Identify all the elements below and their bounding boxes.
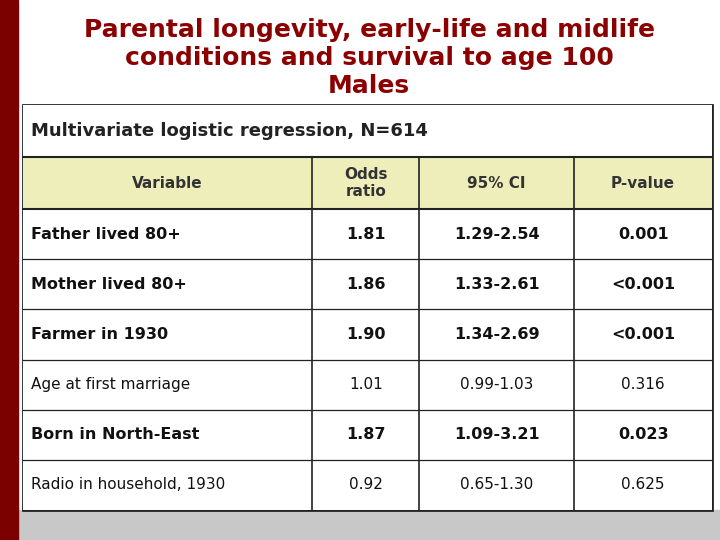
Text: P-value: P-value [611, 176, 675, 191]
Text: 1.81: 1.81 [346, 227, 385, 241]
Bar [23, 209, 712, 259]
Text: 0.023: 0.023 [618, 427, 668, 442]
Text: 0.625: 0.625 [621, 477, 665, 492]
Bar [23, 157, 712, 209]
Bar [0, 510, 720, 540]
Bar [23, 105, 712, 157]
Text: Males: Males [328, 74, 410, 98]
Text: Variable: Variable [132, 176, 203, 191]
Text: 1.87: 1.87 [346, 427, 385, 442]
Text: conditions and survival to age 100: conditions and survival to age 100 [125, 46, 613, 70]
Text: <0.001: <0.001 [611, 327, 675, 342]
Text: 0.99-1.03: 0.99-1.03 [460, 377, 534, 392]
Text: 0.001: 0.001 [618, 227, 668, 241]
Text: 0.92: 0.92 [348, 477, 383, 492]
Text: 1.29-2.54: 1.29-2.54 [454, 227, 539, 241]
Text: <0.001: <0.001 [611, 276, 675, 292]
Text: Father lived 80+: Father lived 80+ [31, 227, 181, 241]
Text: 1.34-2.69: 1.34-2.69 [454, 327, 539, 342]
Text: Parental longevity, early-life and midlife: Parental longevity, early-life and midli… [84, 18, 654, 42]
Text: 95% CI: 95% CI [467, 176, 526, 191]
Text: Born in North-East: Born in North-East [31, 427, 199, 442]
Bar [0, 0, 18, 540]
Text: Radio in household, 1930: Radio in household, 1930 [31, 477, 225, 492]
Bar [23, 105, 712, 510]
Text: 1.33-2.61: 1.33-2.61 [454, 276, 539, 292]
Text: 1.09-3.21: 1.09-3.21 [454, 427, 539, 442]
Text: Odds
ratio: Odds ratio [344, 167, 387, 199]
Text: Farmer in 1930: Farmer in 1930 [31, 327, 168, 342]
Text: 1.86: 1.86 [346, 276, 385, 292]
Text: 1.90: 1.90 [346, 327, 385, 342]
Bar [23, 360, 712, 410]
Bar [23, 309, 712, 360]
Text: Multivariate logistic regression, N=614: Multivariate logistic regression, N=614 [31, 122, 428, 140]
Text: 0.316: 0.316 [621, 377, 665, 392]
Text: Age at first marriage: Age at first marriage [31, 377, 190, 392]
Bar [23, 410, 712, 460]
Text: Mother lived 80+: Mother lived 80+ [31, 276, 187, 292]
Text: 0.65-1.30: 0.65-1.30 [460, 477, 534, 492]
Text: 1.01: 1.01 [349, 377, 382, 392]
Bar [23, 460, 712, 510]
Bar [23, 259, 712, 309]
